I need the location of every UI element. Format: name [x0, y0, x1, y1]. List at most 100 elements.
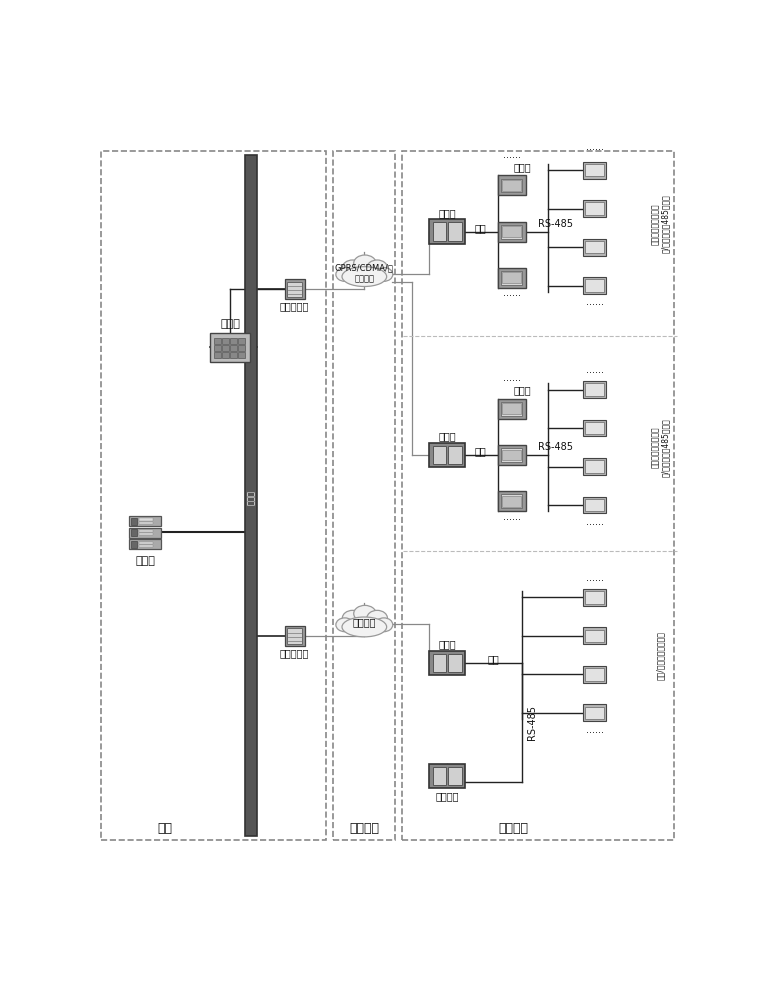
Text: RS-485: RS-485 — [538, 442, 573, 452]
Bar — [500, 402, 522, 416]
Bar — [448, 654, 462, 672]
Bar — [429, 219, 465, 244]
Bar — [500, 271, 522, 285]
Bar — [230, 345, 237, 351]
Bar — [214, 338, 221, 344]
Bar — [139, 522, 153, 524]
Ellipse shape — [354, 255, 376, 271]
Text: ......: ...... — [503, 288, 521, 298]
Bar — [503, 496, 521, 507]
Bar — [585, 460, 604, 473]
Bar — [497, 491, 525, 511]
Bar — [585, 202, 604, 215]
Text: 载波: 载波 — [475, 223, 487, 233]
Text: 采集器: 采集器 — [514, 162, 531, 172]
Bar — [583, 666, 606, 683]
Bar — [583, 627, 606, 644]
Ellipse shape — [375, 618, 393, 632]
Bar — [139, 545, 153, 547]
Ellipse shape — [336, 618, 354, 632]
Ellipse shape — [342, 617, 387, 637]
Bar — [583, 420, 606, 436]
Text: ......: ...... — [585, 725, 603, 735]
Ellipse shape — [342, 610, 363, 626]
Bar — [585, 241, 604, 253]
Text: ......: ...... — [585, 297, 603, 307]
Bar — [585, 164, 604, 176]
Bar — [583, 200, 606, 217]
Bar — [139, 518, 153, 521]
Bar — [503, 180, 521, 191]
Text: RS-485: RS-485 — [538, 219, 573, 229]
Bar — [448, 767, 462, 785]
Text: 考核总表: 考核总表 — [435, 791, 459, 801]
Text: 本地/远程费控智能电表: 本地/远程费控智能电表 — [656, 631, 665, 680]
Bar — [448, 222, 462, 241]
Bar — [500, 448, 522, 462]
Bar — [497, 175, 525, 195]
Ellipse shape — [342, 260, 363, 276]
Bar — [245, 155, 257, 836]
Bar — [432, 767, 447, 785]
Bar — [583, 704, 606, 721]
Bar — [583, 497, 606, 513]
Bar — [583, 458, 606, 475]
Bar — [230, 352, 237, 358]
Bar — [585, 591, 604, 604]
Text: 集中器: 集中器 — [438, 639, 456, 649]
Text: ......: ...... — [585, 517, 603, 527]
Text: ......: ...... — [585, 142, 603, 152]
Bar — [448, 446, 462, 464]
Bar — [500, 494, 522, 508]
Text: 收发: 收发 — [487, 654, 499, 664]
Text: ......: ...... — [503, 373, 521, 383]
Bar — [285, 279, 304, 299]
Text: 集中器: 集中器 — [438, 208, 456, 218]
Text: 光纤专网: 光纤专网 — [353, 617, 376, 627]
Bar — [429, 443, 465, 467]
Text: ......: ...... — [585, 365, 603, 375]
Bar — [131, 541, 137, 548]
Bar — [500, 179, 522, 192]
Bar — [222, 352, 229, 358]
Bar — [139, 530, 153, 532]
Text: ......: ...... — [585, 573, 603, 583]
Bar — [238, 352, 245, 358]
Text: ......: ...... — [503, 512, 521, 522]
Bar — [432, 446, 447, 464]
Bar — [210, 333, 251, 362]
Bar — [432, 654, 447, 672]
Bar — [129, 539, 161, 549]
Bar — [583, 381, 606, 398]
Bar — [238, 345, 245, 351]
Ellipse shape — [367, 610, 388, 626]
Ellipse shape — [375, 268, 393, 281]
Bar — [129, 516, 161, 526]
Text: 通信接口机: 通信接口机 — [280, 648, 310, 658]
Bar — [238, 338, 245, 344]
Ellipse shape — [336, 268, 354, 281]
Bar — [429, 764, 465, 788]
Bar — [583, 162, 606, 179]
Ellipse shape — [342, 267, 387, 287]
Bar — [585, 499, 604, 511]
Bar — [585, 630, 604, 642]
Bar — [497, 222, 525, 242]
Bar — [129, 528, 161, 538]
Bar — [583, 589, 606, 606]
Text: 防火墙: 防火墙 — [220, 319, 240, 329]
Ellipse shape — [354, 605, 376, 622]
Bar — [131, 518, 137, 525]
Bar — [101, 151, 326, 840]
Bar — [131, 529, 137, 536]
Bar — [585, 279, 604, 292]
Bar — [333, 151, 395, 840]
Bar — [285, 626, 304, 646]
Text: 通信接口机: 通信接口机 — [280, 301, 310, 311]
Text: 无线公网: 无线公网 — [354, 274, 374, 283]
Bar — [429, 651, 465, 675]
Bar — [497, 399, 525, 419]
Bar — [503, 450, 521, 460]
Text: RS-485: RS-485 — [527, 705, 537, 740]
Text: 服务器: 服务器 — [135, 556, 155, 566]
